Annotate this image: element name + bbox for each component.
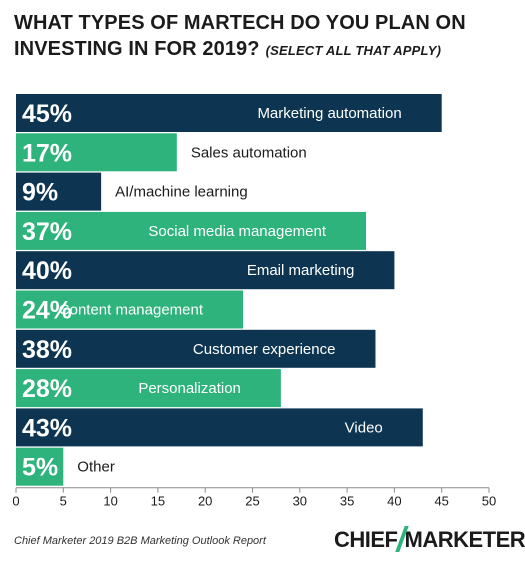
bar-category-label: Video (345, 419, 383, 436)
bar-value-label: 37% (22, 218, 72, 246)
x-tick-label: 5 (60, 494, 67, 509)
bar-category-label: Other (77, 459, 115, 476)
bars-layer: 45% Marketing automation 17% Sales automati… (16, 94, 442, 486)
x-tick-label: 15 (151, 494, 165, 509)
bar-category-label: Email marketing (247, 262, 355, 279)
bar-category-label: AI/machine learning (115, 184, 248, 201)
bar (16, 251, 395, 290)
bar (16, 211, 367, 250)
bar (16, 94, 442, 132)
bar-value-label: 38% (22, 336, 72, 364)
bar-value-label: 43% (22, 414, 72, 442)
title-line-1: WHAT TYPES OF MARTECH DO YOU PLAN ON (14, 12, 466, 34)
bar (16, 290, 244, 329)
logo-text-left: CHIEF (334, 527, 398, 552)
source-note: Chief Marketer 2019 B2B Marketing Outloo… (14, 535, 266, 547)
bar-category-label: Sales automation (191, 144, 307, 161)
x-tick-label: 30 (293, 494, 307, 509)
bar (16, 133, 177, 172)
x-tick-label: 45 (434, 494, 448, 509)
bar-value-label: 17% (22, 139, 72, 167)
bar (16, 447, 64, 486)
x-tick-label: 40 (387, 494, 401, 509)
title-line-2: INVESTING IN FOR 2019? (SELECT ALL THAT A… (14, 36, 514, 64)
bar (16, 369, 281, 408)
chief-marketer-logo: CHIEF MARKETER (334, 526, 525, 553)
bar (16, 172, 102, 211)
x-tick-label: 35 (340, 494, 354, 509)
bar-value-label: 40% (22, 257, 72, 285)
bar-value-label: 9% (22, 179, 58, 207)
title-line-2-text: INVESTING IN FOR 2019? (14, 38, 260, 60)
bar (16, 329, 376, 368)
bar-category-label: Personalization (138, 380, 241, 397)
bar-value-label: 28% (22, 375, 72, 403)
bar-value-label: 45% (22, 100, 72, 128)
x-tick-label: 0 (12, 494, 19, 509)
chart-subtitle: (SELECT ALL THAT APPLY) (265, 43, 442, 58)
x-tick-label: 50 (482, 494, 496, 509)
bar-value-label: 5% (22, 454, 58, 482)
x-tick-label: 10 (103, 494, 117, 509)
bar-category-label: Marketing automation (257, 105, 401, 122)
bar (16, 408, 423, 447)
x-tick-label: 25 (245, 494, 259, 509)
chart-title: WHAT TYPES OF MARTECH DO YOU PLAN ON INV… (14, 10, 514, 64)
logo-text-right: MARKETER (404, 527, 525, 552)
bar-category-label: Customer experience (193, 341, 336, 358)
x-axis: 0 5 10 15 20 25 30 35 40 45 50 (12, 487, 496, 509)
bar-category-label: Content management (59, 302, 204, 319)
x-tick-label: 20 (198, 494, 212, 509)
bar-category-label: Social media management (148, 223, 326, 240)
bar-value-label: 24% (22, 297, 72, 325)
